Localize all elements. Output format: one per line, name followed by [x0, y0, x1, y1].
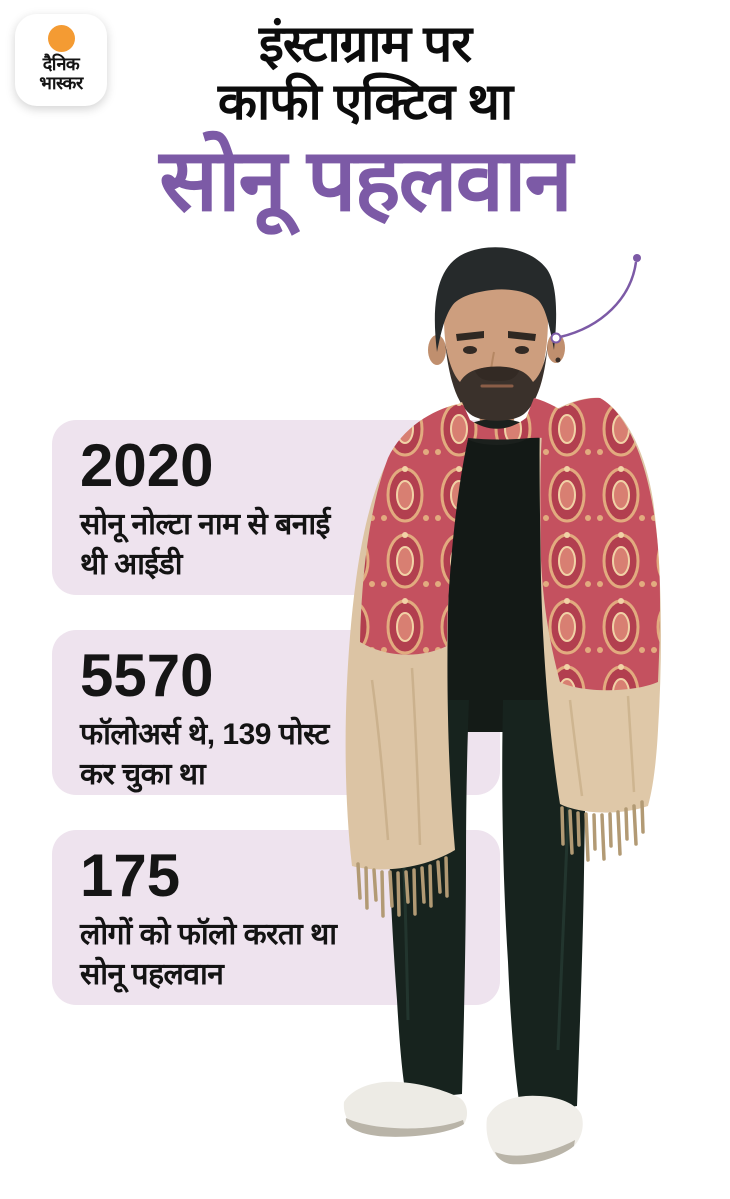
stat-desc-line1: फॉलोअर्स थे, 139 पोस्ट [80, 718, 329, 751]
stat-desc-line2: कर चुका था [80, 757, 206, 791]
headline-line1: इंस्टाग्राम पर [258, 15, 472, 72]
stat-desc-line1: सोनू नोल्टा नाम से बनाई [80, 508, 330, 541]
stat-desc-line2: थी आईडी [80, 547, 183, 581]
beard [445, 342, 548, 421]
eye [463, 346, 477, 354]
stat-value: 175 [80, 842, 181, 909]
headline: इंस्टाग्राम पर काफी एक्टिव था सोनू पहलवा… [0, 15, 730, 224]
sun-icon [47, 25, 75, 52]
stat-value: 2020 [80, 432, 214, 499]
headline-name: सोनू पहलवान [159, 132, 573, 230]
shawl-shoulder-wrap [398, 398, 606, 462]
shawl-fringe [356, 800, 645, 918]
stat-value: 5570 [80, 642, 214, 709]
dainik-bhaskar-logo: दैनिक भास्कर [15, 14, 107, 106]
headline-line2: काफी एक्टिव था [217, 73, 513, 131]
eye [515, 346, 529, 354]
stat-desc-line2: सोनू पहलवान [80, 957, 224, 991]
shoe-right [486, 1095, 583, 1165]
shoe-left [343, 1081, 468, 1137]
logo-text-line2: भास्कर [39, 72, 83, 93]
stat-desc-line1: लोगों को फॉलो करता था [80, 918, 337, 951]
hair [434, 247, 557, 352]
logo-text-line1: दैनिक [42, 54, 80, 74]
